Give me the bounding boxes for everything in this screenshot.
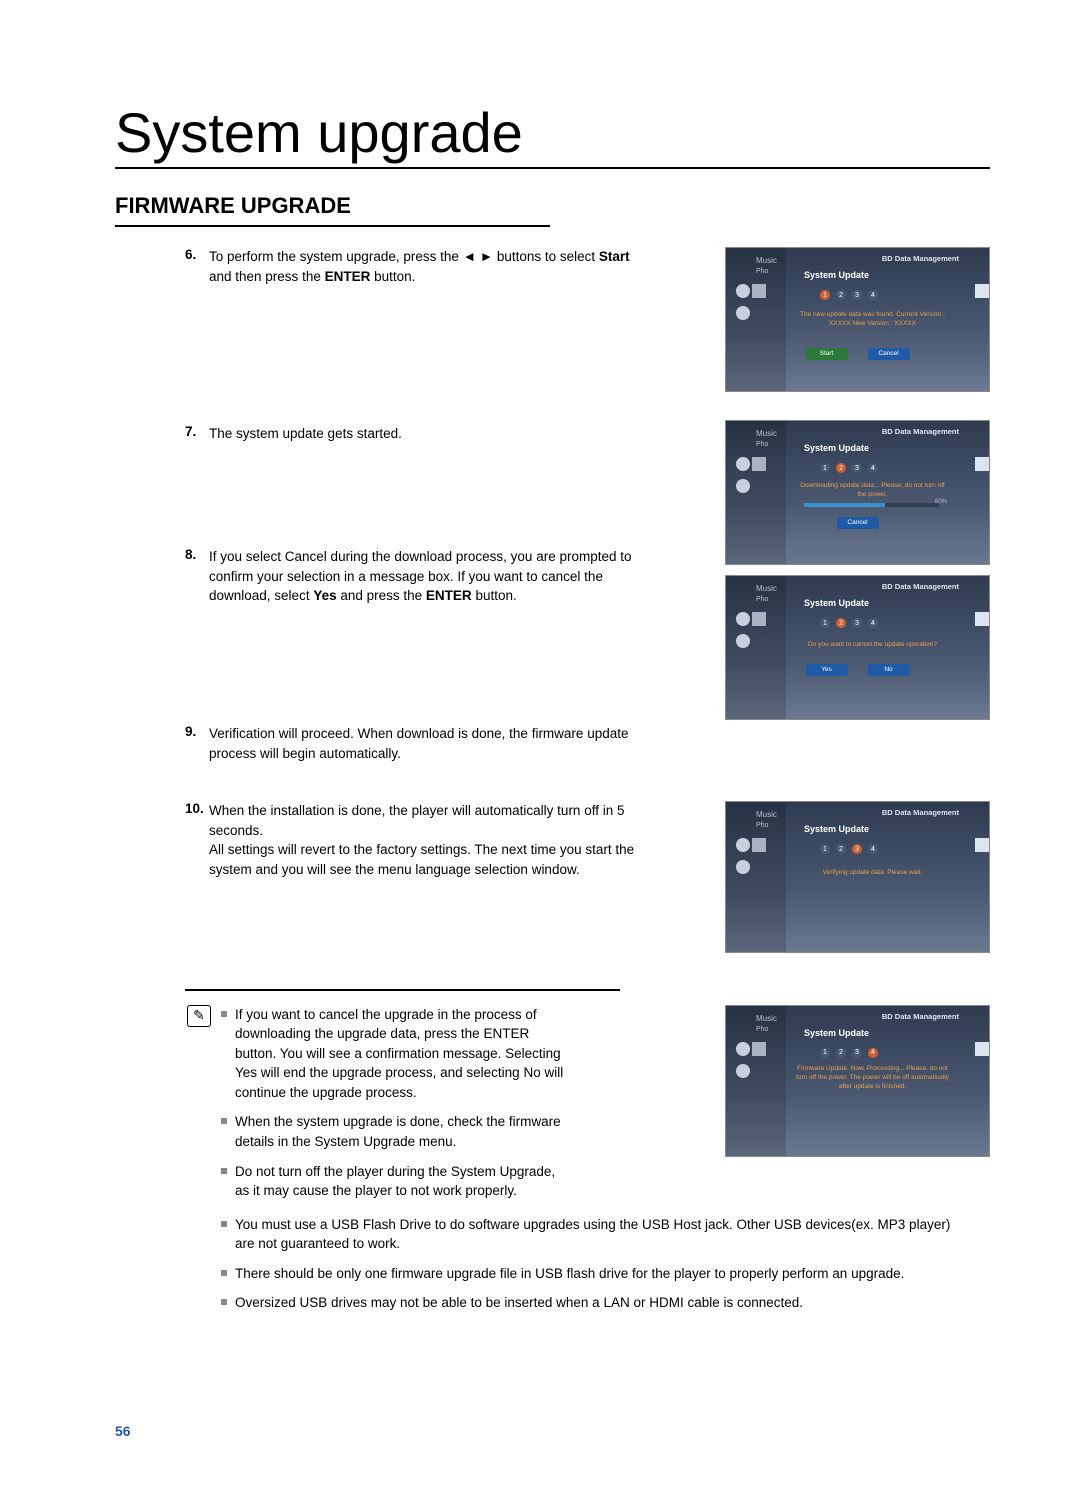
bullet-item: If you want to cancel the upgrade in the… (221, 1005, 565, 1103)
step-num: 6. (185, 247, 209, 286)
gear-icon (736, 284, 750, 298)
ss-music-label: Music (756, 1014, 777, 1023)
cancel-button: Cancel (837, 517, 879, 529)
step-indicator-dots: 1234 (820, 844, 878, 854)
ss-bd-title: BD Data Management (882, 1012, 959, 1021)
yes-button: Yes (806, 664, 848, 676)
gear-icon (752, 457, 766, 471)
gear-icon (736, 1042, 750, 1056)
ss-music-label: Music (756, 256, 777, 265)
notes-column: If you want to cancel the upgrade in the… (221, 1005, 565, 1211)
gear-icon (752, 838, 766, 852)
ss-bd-title: BD Data Management (882, 427, 959, 436)
step-text: When the installation is done, the playe… (209, 801, 635, 879)
ss-msg: The new update data was found. Current V… (796, 310, 949, 328)
gear-icon (736, 457, 750, 471)
globe-icon (736, 1064, 750, 1078)
no-button: No (868, 664, 910, 676)
screenshot-step-10a: Music Pho BD Data Management System Upda… (725, 801, 990, 953)
bullet-item: You must use a USB Flash Drive to do sof… (221, 1215, 966, 1254)
step-indicator-dots: 1234 (820, 290, 878, 300)
ss-msg: Do you want to cancel the update operati… (796, 640, 949, 649)
progress-percent: 60% (935, 499, 947, 505)
step-indicator-dots: 1234 (820, 463, 878, 473)
ss-msg: Verifying update data. Please wait. (796, 868, 949, 877)
notes-column-full: You must use a USB Flash Drive to do sof… (221, 1215, 966, 1313)
globe-icon (736, 479, 750, 493)
notes-divider (185, 989, 620, 991)
gear-icon (752, 612, 766, 626)
cancel-button: Cancel (868, 348, 910, 360)
ss-panel-title: System Update (804, 824, 869, 834)
screenshot-step-7: Music Pho BD Data Management System Upda… (725, 420, 990, 565)
globe-icon (736, 634, 750, 648)
bullet-item: There should be only one firmware upgrad… (221, 1264, 966, 1284)
gear-icon (752, 1042, 766, 1056)
note-icon: ✎ (187, 1005, 211, 1027)
start-button: Start (806, 348, 848, 360)
step-indicator-dots: 1234 (820, 618, 878, 628)
ss-pho-label: Pho (756, 596, 768, 603)
bullet-item: Do not turn off the player during the Sy… (221, 1162, 565, 1201)
step-text: If you select Cancel during the download… (209, 547, 635, 606)
ss-bd-title: BD Data Management (882, 808, 959, 817)
step-num: 8. (185, 547, 209, 606)
ss-pho-label: Pho (756, 268, 768, 275)
ss-msg: Firmware Update. Now, Processing... Plea… (796, 1064, 949, 1091)
ss-panel-title: System Update (804, 270, 869, 280)
screenshot-notes: Music Pho BD Data Management System Upda… (725, 1005, 990, 1157)
ss-music-label: Music (756, 584, 777, 593)
step-num: 7. (185, 424, 209, 444)
step-text: Verification will proceed. When download… (209, 724, 635, 763)
step-text: To perform the system upgrade, press the… (209, 247, 635, 286)
ss-msg: Downloading update data... Please, do no… (796, 481, 949, 499)
ss-music-label: Music (756, 810, 777, 819)
section-title: FIRMWARE UPGRADE (115, 193, 550, 227)
screenshot-step-8: Music Pho BD Data Management System Upda… (725, 575, 990, 720)
ss-panel-title: System Update (804, 443, 869, 453)
ss-panel-title: System Update (804, 1028, 869, 1038)
step-num: 10. (185, 801, 209, 879)
step-indicator-dots: 1234 (820, 1048, 878, 1058)
globe-icon (736, 306, 750, 320)
step-text: The system update gets started. (209, 424, 402, 444)
progress-bar (804, 503, 939, 507)
ss-bd-title: BD Data Management (882, 582, 959, 591)
step-num: 9. (185, 724, 209, 763)
bullet-item: When the system upgrade is done, check t… (221, 1112, 565, 1151)
screenshot-step-6: Music Pho BD Data Management System Upda… (725, 247, 990, 392)
ss-pho-label: Pho (756, 441, 768, 448)
ss-pho-label: Pho (756, 822, 768, 829)
gear-icon (752, 284, 766, 298)
page-number: 56 (115, 1423, 131, 1439)
ss-bd-title: BD Data Management (882, 254, 959, 263)
bullet-item: Oversized USB drives may not be able to … (221, 1293, 966, 1313)
page-title: System upgrade (115, 100, 990, 169)
ss-music-label: Music (756, 429, 777, 438)
gear-icon (736, 612, 750, 626)
ss-pho-label: Pho (756, 1026, 768, 1033)
ss-panel-title: System Update (804, 598, 869, 608)
